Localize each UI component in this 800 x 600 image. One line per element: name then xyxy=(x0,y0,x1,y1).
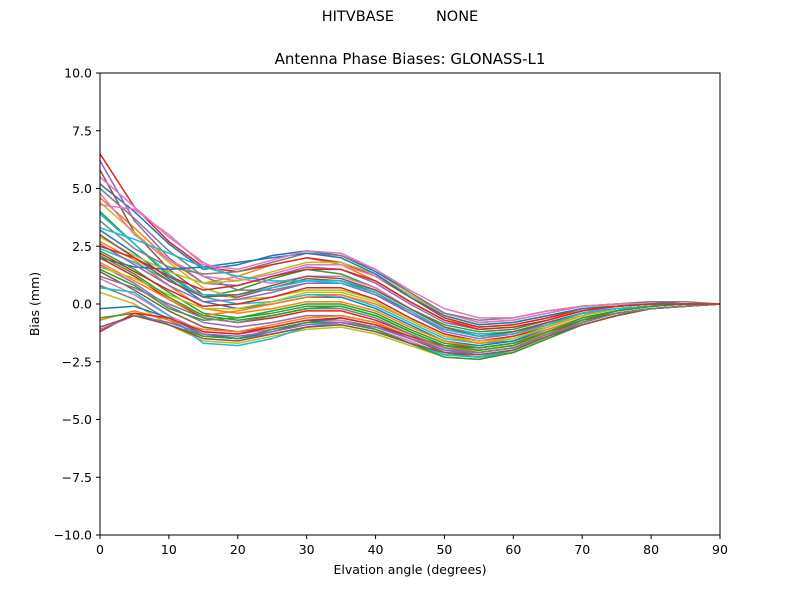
x-tick-label: 0 xyxy=(96,542,104,557)
series-line-37 xyxy=(99,203,720,319)
y-tick-label: −7.5 xyxy=(62,470,92,485)
x-tick-label: 50 xyxy=(436,542,452,557)
y-tick-label: 7.5 xyxy=(72,123,92,138)
y-tick-label: −5.0 xyxy=(62,412,92,427)
series-line-26 xyxy=(99,303,721,356)
series-line-10 xyxy=(99,213,720,345)
figure-suptitle: HITVBASE NONE xyxy=(0,9,800,25)
x-tick-label: 40 xyxy=(368,542,384,557)
x-tick-label: 20 xyxy=(230,542,246,557)
series-line-40 xyxy=(99,227,720,338)
y-axis: 10.0 7.5 5.0 2.5 0.0 −2.5 −5.0 −7.5 −10.0 xyxy=(54,66,100,543)
series-line-38 xyxy=(99,275,721,354)
y-tick-label: 5.0 xyxy=(72,181,92,196)
y-tick-label: 2.5 xyxy=(72,239,92,254)
x-tick-label: 90 xyxy=(712,542,728,557)
x-axis-label: Elvation angle (degrees) xyxy=(333,562,486,577)
suptitle-radome: NONE xyxy=(435,9,479,25)
x-tick-label: 80 xyxy=(643,542,659,557)
x-tick-label: 10 xyxy=(161,542,177,557)
series-line-42 xyxy=(99,245,720,331)
series-line-41 xyxy=(99,254,720,351)
series-layer xyxy=(99,153,721,361)
y-tick-label: −2.5 xyxy=(62,354,92,369)
x-axis: 0 10 20 30 40 50 60 70 80 90 xyxy=(96,535,728,557)
y-tick-label: −10.0 xyxy=(54,528,92,543)
chart-title: Antenna Phase Biases: GLONASS-L1 xyxy=(275,50,546,68)
suptitle-station: HITVBASE xyxy=(321,9,394,25)
y-axis-label: Bias (mm) xyxy=(27,272,42,336)
y-tick-label: 0.0 xyxy=(72,297,92,312)
x-tick-label: 60 xyxy=(505,542,521,557)
y-tick-label: 10.0 xyxy=(64,66,92,81)
x-tick-label: 70 xyxy=(574,542,590,557)
x-tick-label: 30 xyxy=(299,542,315,557)
